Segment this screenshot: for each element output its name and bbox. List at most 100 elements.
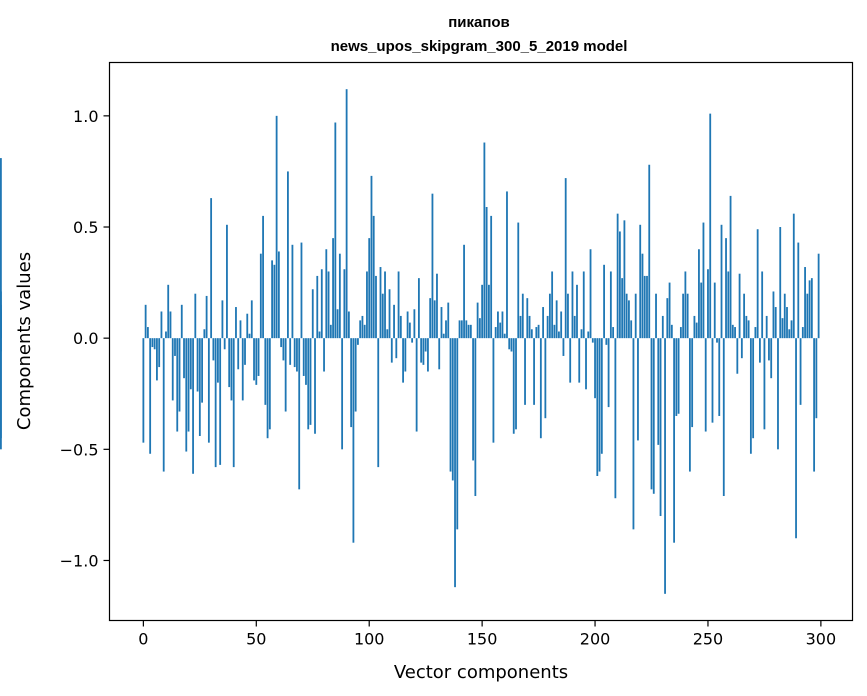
bar-218 bbox=[634, 293, 637, 339]
bar-28 bbox=[205, 295, 208, 339]
bar-229 bbox=[659, 338, 662, 517]
bar-279 bbox=[772, 291, 775, 339]
bar-180 bbox=[548, 293, 551, 339]
bar-124 bbox=[422, 338, 425, 365]
bar-32 bbox=[214, 338, 217, 468]
bar-112 bbox=[395, 338, 398, 359]
bar-206 bbox=[607, 338, 610, 408]
bar-110 bbox=[390, 338, 393, 363]
bar-76 bbox=[314, 338, 316, 434]
bar-185 bbox=[560, 311, 563, 339]
y-tick-label-3: 0.5 bbox=[73, 218, 98, 237]
bar-203 bbox=[600, 338, 603, 454]
bar-34 bbox=[219, 338, 222, 465]
bar-70 bbox=[300, 242, 303, 339]
bar-257 bbox=[722, 338, 725, 497]
bar-221 bbox=[641, 253, 644, 339]
bar-232 bbox=[666, 298, 669, 339]
bar-134 bbox=[445, 320, 447, 339]
bar-179 bbox=[546, 315, 549, 339]
bar-260 bbox=[729, 195, 732, 339]
bar-172 bbox=[530, 329, 533, 339]
bar-148 bbox=[476, 302, 479, 339]
bar-259 bbox=[727, 271, 730, 339]
bar-106 bbox=[381, 293, 384, 339]
bar-182 bbox=[553, 324, 556, 339]
bar-230 bbox=[661, 315, 664, 339]
bar-75 bbox=[311, 289, 314, 339]
bar-8 bbox=[160, 311, 163, 339]
bar-275 bbox=[763, 338, 766, 430]
bar-92 bbox=[350, 338, 353, 428]
y-axis-ticks: −1.0 −0.5 0.0 0.5 1.0 bbox=[60, 107, 110, 570]
bar-121 bbox=[415, 338, 418, 432]
bar-44 bbox=[241, 338, 244, 401]
bar-157 bbox=[497, 311, 499, 339]
bar-255 bbox=[718, 338, 721, 416]
bar-204 bbox=[603, 264, 605, 339]
bar-80 bbox=[323, 338, 325, 372]
bar-283 bbox=[781, 318, 784, 339]
bar-166 bbox=[517, 222, 520, 339]
bar-200 bbox=[594, 338, 596, 399]
bar-79 bbox=[320, 269, 323, 339]
bar-132 bbox=[440, 307, 443, 339]
bar-177 bbox=[542, 307, 545, 339]
bar-156 bbox=[494, 327, 497, 339]
bar-31 bbox=[212, 338, 215, 361]
bar-25 bbox=[198, 338, 201, 436]
bar-286 bbox=[788, 329, 791, 339]
bar-127 bbox=[429, 298, 432, 339]
bar-234 bbox=[670, 324, 673, 339]
bar-19 bbox=[185, 338, 188, 452]
bar-29 bbox=[207, 338, 210, 443]
bar-49 bbox=[253, 338, 255, 381]
bar-27 bbox=[203, 329, 206, 339]
bar-246 bbox=[698, 249, 700, 339]
bar-198 bbox=[589, 249, 592, 339]
bar-117 bbox=[406, 311, 409, 339]
bar-195 bbox=[582, 271, 585, 339]
bar-162 bbox=[508, 338, 511, 350]
x-tick-label-50: 50 bbox=[246, 630, 266, 649]
bar-292 bbox=[801, 327, 804, 339]
bar-154 bbox=[490, 215, 493, 339]
bar-47 bbox=[248, 333, 251, 339]
bar-215 bbox=[628, 300, 630, 339]
bar-189 bbox=[569, 338, 572, 383]
bar-68 bbox=[296, 338, 298, 372]
bar-71 bbox=[302, 338, 305, 376]
bar-54 bbox=[264, 338, 267, 405]
bar-264 bbox=[738, 273, 741, 339]
bar-136 bbox=[449, 338, 452, 472]
bar-250 bbox=[707, 269, 709, 339]
bar-205 bbox=[605, 338, 608, 345]
bar-135 bbox=[447, 302, 450, 339]
bar-53 bbox=[262, 215, 264, 339]
bar-60 bbox=[277, 251, 280, 339]
bar-4 bbox=[151, 338, 154, 348]
bar-137 bbox=[451, 338, 454, 481]
bar-11 bbox=[167, 284, 170, 339]
bar-223 bbox=[646, 275, 648, 339]
bar-146 bbox=[472, 338, 474, 461]
bar-293 bbox=[804, 267, 806, 339]
x-tick-label-200: 200 bbox=[580, 630, 611, 649]
bar-192 bbox=[576, 284, 578, 339]
x-axis-label: Vector components bbox=[394, 662, 568, 683]
bar-178 bbox=[544, 338, 547, 419]
bar-167 bbox=[519, 315, 522, 339]
bar-56 bbox=[268, 338, 271, 430]
bar-10 bbox=[165, 331, 167, 339]
bar-147 bbox=[474, 338, 477, 497]
bar-143 bbox=[465, 320, 468, 339]
bar-59 bbox=[275, 115, 278, 339]
bar-290 bbox=[797, 242, 800, 339]
bar-197 bbox=[587, 331, 590, 339]
bar-6 bbox=[156, 338, 158, 381]
bar-261 bbox=[731, 324, 734, 339]
bar-85 bbox=[334, 122, 337, 339]
chart-title: пикапов bbox=[448, 14, 510, 31]
bars-group bbox=[0, 89, 820, 594]
bar-190 bbox=[571, 271, 574, 339]
